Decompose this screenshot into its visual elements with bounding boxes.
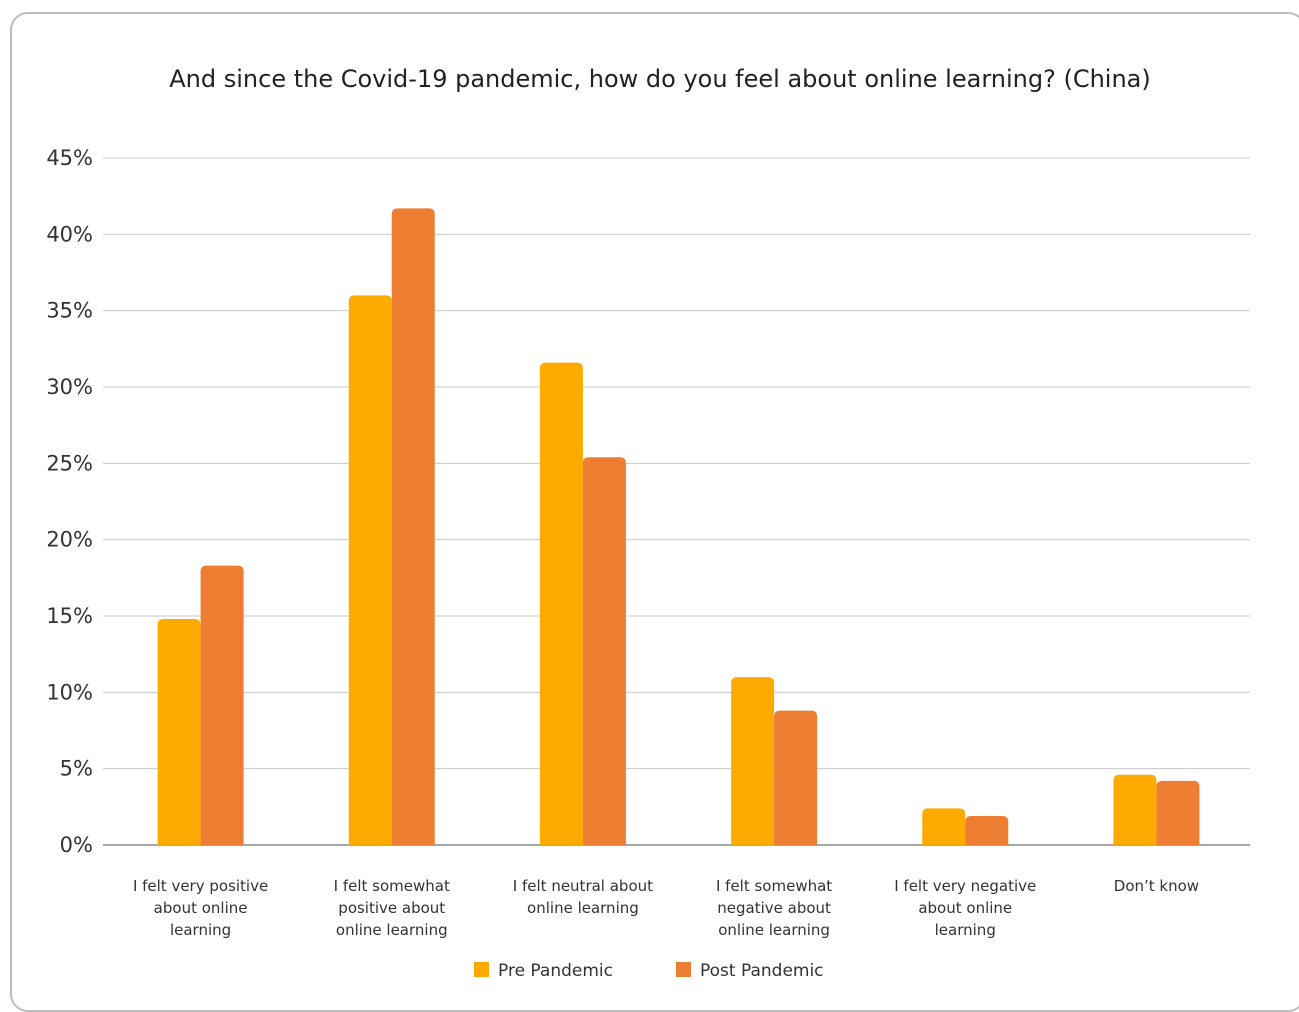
gridlines: [103, 157, 1250, 846]
bar-post-1: [391, 208, 435, 845]
y-tick-label: 30%: [46, 375, 93, 399]
x-tick-label: negative about: [717, 899, 831, 917]
bar-post-2: [582, 457, 626, 845]
bar-pre-0: [157, 619, 201, 845]
bar-pre-3: [731, 677, 775, 845]
y-tick-label: 45%: [46, 146, 93, 170]
legend: Pre Pandemic Post Pandemic: [474, 961, 824, 981]
y-tick-label: 15%: [46, 604, 93, 628]
bar-post-5: [1156, 780, 1200, 845]
x-tick-label: learning: [170, 921, 231, 939]
legend-label-pre: Pre Pandemic: [498, 961, 613, 981]
x-tick-label: Don’t know: [1114, 877, 1199, 895]
y-tick-label: 20%: [46, 528, 93, 552]
x-tick-label: online learning: [336, 921, 448, 939]
y-tick-label: 35%: [46, 299, 93, 323]
x-tick-label: online learning: [718, 921, 830, 939]
legend-swatch-pre: [474, 962, 489, 977]
x-axis-labels: I felt very positive about online learning…: [133, 877, 1199, 939]
y-tick-label: 0%: [60, 833, 93, 857]
bar-pre-4: [922, 808, 966, 845]
bar-pre-1: [348, 295, 392, 845]
x-tick-label: I felt neutral about: [513, 877, 653, 895]
y-tick-label: 25%: [46, 451, 93, 475]
bar-post-4: [965, 815, 1009, 845]
x-tick-label: about online: [918, 899, 1012, 917]
y-axis-ticks: 0% 5% 10% 15% 20% 25% 30% 35% 40% 45%: [46, 146, 93, 857]
x-tick-label: online learning: [527, 899, 639, 917]
y-tick-label: 5%: [60, 757, 93, 781]
x-tick-label: positive about: [338, 899, 445, 917]
x-tick-label: I felt somewhat: [334, 877, 450, 895]
x-tick-label: I felt somewhat: [716, 877, 832, 895]
bar-pre-5: [1113, 774, 1157, 845]
legend-label-post: Post Pandemic: [700, 961, 824, 981]
y-tick-label: 10%: [46, 680, 93, 704]
y-tick-label: 40%: [46, 222, 93, 246]
x-tick-label: I felt very negative: [894, 877, 1036, 895]
chart-title: And since the Covid-19 pandemic, how do …: [169, 65, 1150, 93]
bar-post-3: [774, 710, 818, 845]
bar-post-0: [200, 565, 244, 845]
x-tick-label: I felt very positive: [133, 877, 268, 895]
legend-swatch-post: [676, 962, 691, 977]
x-tick-label: about online: [154, 899, 248, 917]
bars: [157, 208, 1200, 845]
bar-pre-2: [539, 362, 583, 845]
x-tick-label: learning: [935, 921, 996, 939]
